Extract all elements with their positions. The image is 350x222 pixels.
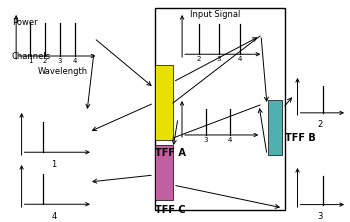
Text: Power: Power xyxy=(12,18,38,27)
Text: 2: 2 xyxy=(43,58,47,64)
Text: 1: 1 xyxy=(28,58,33,64)
Text: TFF B: TFF B xyxy=(285,133,316,143)
Text: Channels: Channels xyxy=(12,52,51,61)
Text: 3: 3 xyxy=(204,137,208,143)
Bar xyxy=(155,65,173,140)
Text: 3: 3 xyxy=(317,212,323,221)
Text: TFF C: TFF C xyxy=(155,205,186,215)
Text: 2: 2 xyxy=(196,56,201,62)
Text: 3: 3 xyxy=(58,58,62,64)
Text: 4: 4 xyxy=(237,56,242,62)
Bar xyxy=(268,100,282,155)
Text: TFF A: TFF A xyxy=(155,148,186,158)
Text: Input Signal: Input Signal xyxy=(190,10,240,19)
Text: 4: 4 xyxy=(228,137,232,143)
Text: 4: 4 xyxy=(51,212,57,221)
Text: 3: 3 xyxy=(217,56,221,62)
Bar xyxy=(155,8,285,210)
Text: 1: 1 xyxy=(51,160,57,169)
Text: 2: 2 xyxy=(317,120,323,129)
Text: 4: 4 xyxy=(73,58,77,64)
Text: Wavelength: Wavelength xyxy=(38,67,88,76)
Bar xyxy=(155,145,173,200)
